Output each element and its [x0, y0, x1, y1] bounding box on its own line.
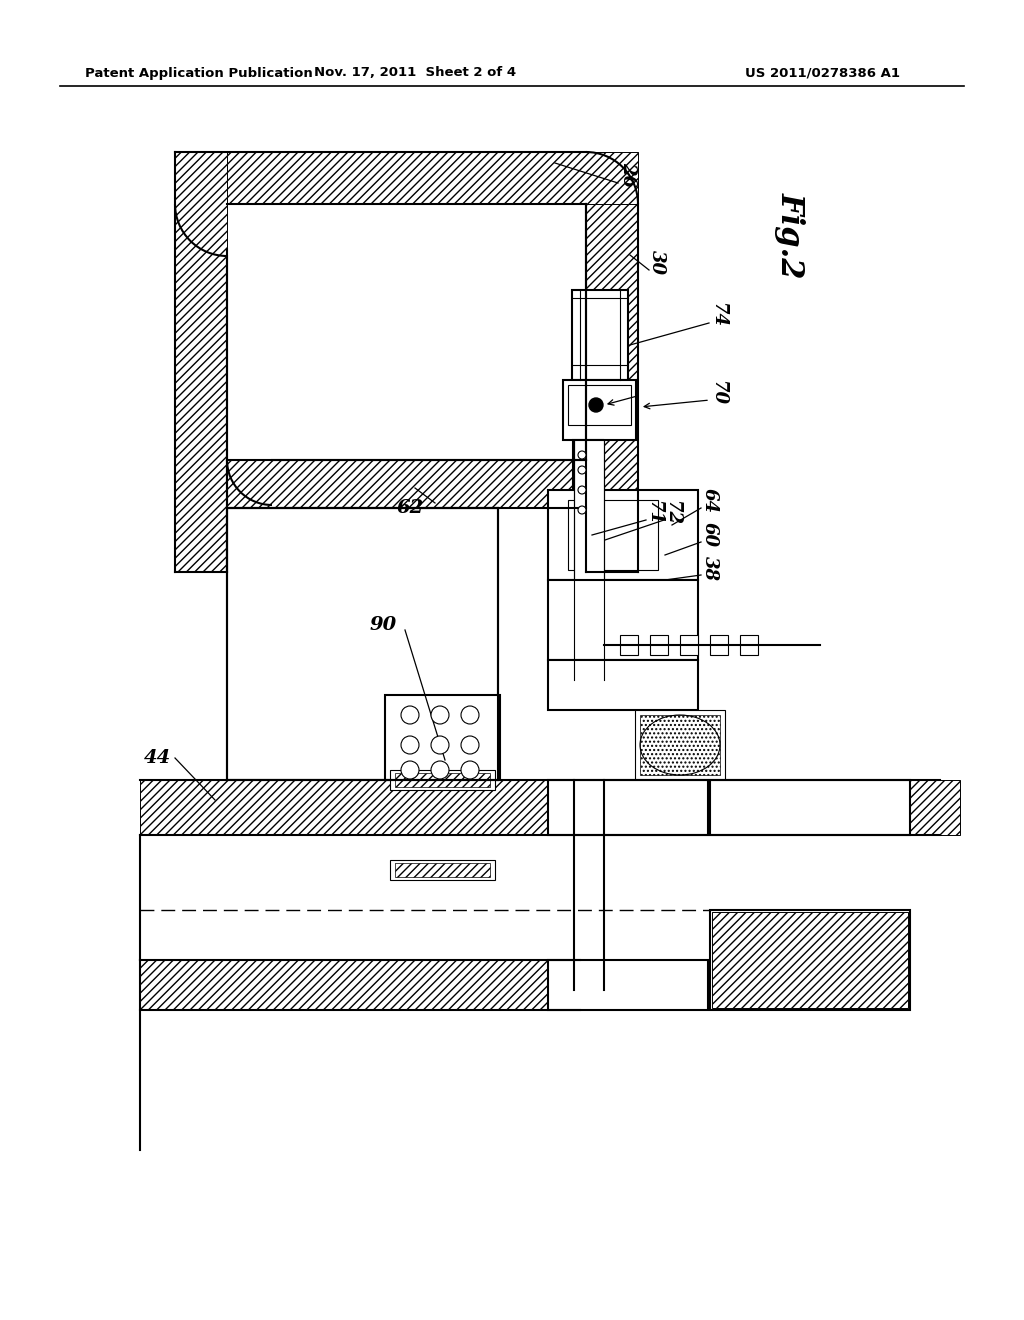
Bar — [586, 205, 638, 572]
Circle shape — [578, 486, 586, 494]
Bar — [548, 660, 698, 710]
Bar — [548, 660, 698, 710]
Bar — [395, 863, 490, 876]
Circle shape — [461, 706, 479, 723]
Bar — [710, 780, 910, 836]
Bar — [227, 459, 586, 508]
Text: Nov. 17, 2011  Sheet 2 of 4: Nov. 17, 2011 Sheet 2 of 4 — [314, 66, 516, 79]
Bar — [710, 635, 728, 655]
Bar — [548, 490, 698, 579]
Bar — [710, 780, 910, 836]
Bar — [572, 290, 628, 380]
Text: 70: 70 — [709, 380, 727, 405]
Circle shape — [431, 762, 449, 779]
Bar — [140, 780, 961, 836]
Bar — [573, 440, 603, 560]
Bar — [635, 710, 725, 780]
Text: 26: 26 — [618, 162, 637, 187]
Circle shape — [431, 737, 449, 754]
Bar — [548, 960, 708, 1010]
Bar — [548, 490, 698, 579]
Text: 60: 60 — [701, 523, 719, 548]
Circle shape — [589, 399, 603, 412]
Bar — [574, 440, 604, 680]
Bar — [568, 500, 658, 570]
Bar — [680, 635, 698, 655]
Text: 90: 90 — [370, 616, 396, 634]
Bar — [563, 380, 636, 440]
Bar — [548, 780, 708, 836]
Circle shape — [578, 466, 586, 474]
Text: 64: 64 — [701, 487, 719, 512]
Circle shape — [461, 762, 479, 779]
Bar — [390, 770, 495, 789]
Circle shape — [401, 762, 419, 779]
Text: 38: 38 — [701, 556, 719, 581]
Bar — [710, 909, 910, 1010]
Bar — [390, 861, 495, 880]
Text: 30: 30 — [648, 249, 666, 275]
Bar — [385, 696, 500, 780]
Text: 71: 71 — [645, 500, 663, 525]
Text: 62: 62 — [396, 499, 424, 517]
Text: 74: 74 — [709, 302, 727, 327]
Circle shape — [578, 451, 586, 459]
Text: US 2011/0278386 A1: US 2011/0278386 A1 — [745, 66, 900, 79]
Bar — [650, 635, 668, 655]
Circle shape — [401, 706, 419, 723]
Circle shape — [401, 737, 419, 754]
Text: 44: 44 — [144, 748, 172, 767]
Bar — [712, 912, 908, 1008]
Text: Patent Application Publication: Patent Application Publication — [85, 66, 312, 79]
Bar — [227, 205, 586, 572]
Text: 72: 72 — [663, 500, 681, 525]
Bar — [640, 715, 720, 775]
Bar — [227, 508, 498, 780]
Bar — [395, 774, 490, 787]
Circle shape — [431, 706, 449, 723]
Bar — [175, 152, 638, 205]
Bar — [548, 960, 708, 1010]
Bar — [175, 152, 227, 572]
Bar — [140, 960, 580, 1010]
Bar — [548, 579, 698, 660]
Circle shape — [461, 737, 479, 754]
Bar — [568, 385, 631, 425]
Text: Fig.2: Fig.2 — [774, 191, 806, 279]
Bar — [548, 579, 698, 660]
Bar — [740, 635, 758, 655]
Bar — [620, 635, 638, 655]
Bar — [548, 780, 708, 836]
Circle shape — [578, 506, 586, 513]
